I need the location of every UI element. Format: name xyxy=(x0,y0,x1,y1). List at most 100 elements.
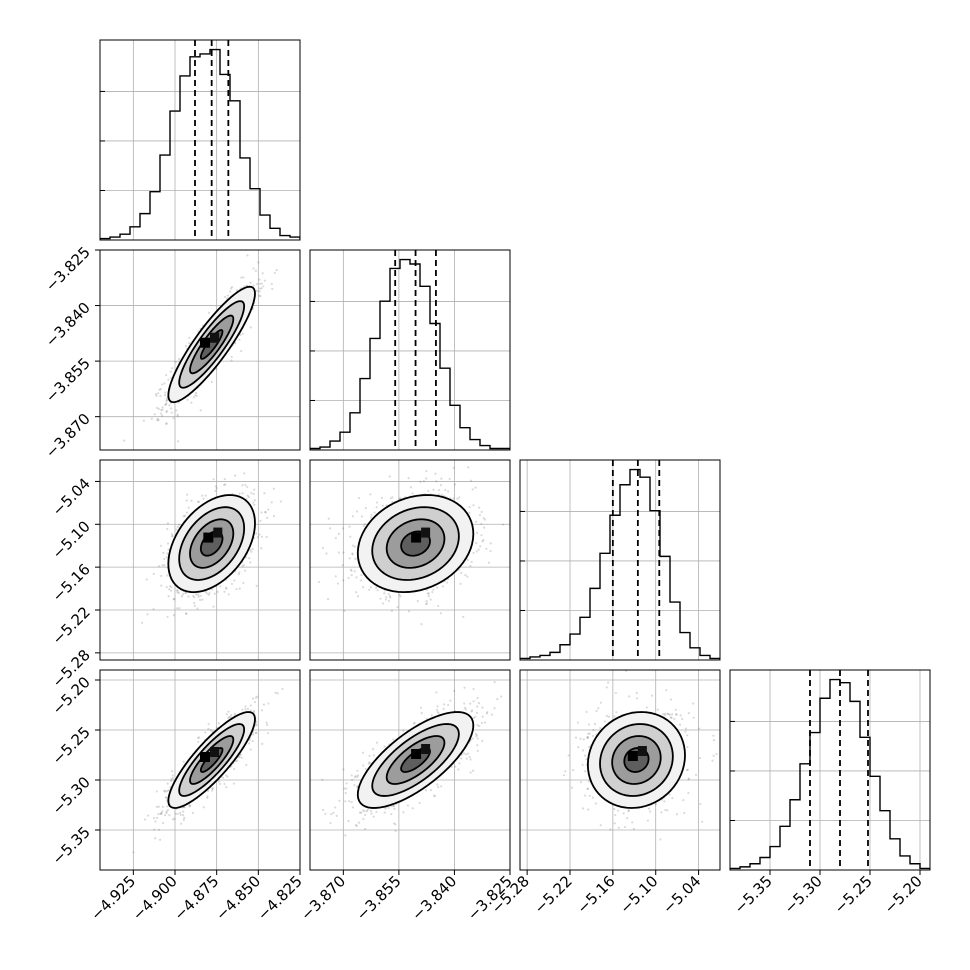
scatter-point xyxy=(489,542,492,545)
scatter-point xyxy=(436,710,439,714)
scatter-point xyxy=(241,708,244,711)
scatter-point xyxy=(368,761,371,764)
scatter-point xyxy=(217,722,221,725)
scatter-point xyxy=(174,812,177,815)
scatter-point xyxy=(171,535,174,538)
scatter-point xyxy=(152,816,156,820)
scatter-point xyxy=(201,598,204,601)
scatter-point xyxy=(155,816,159,819)
scatter-point xyxy=(436,705,439,708)
scatter-point xyxy=(477,548,480,551)
scatter-point xyxy=(211,730,214,733)
scatter-point xyxy=(364,767,367,771)
scatter-point xyxy=(383,745,386,748)
scatter-point xyxy=(168,814,171,817)
scatter-point xyxy=(166,805,169,808)
density-peak-cell xyxy=(213,527,223,538)
scatter-point xyxy=(338,799,341,802)
scatter-point xyxy=(427,489,430,493)
scatter-point xyxy=(356,785,359,788)
scatter-point xyxy=(165,811,168,814)
scatter-point xyxy=(375,586,378,589)
scatter-point xyxy=(157,392,160,395)
scatter-point xyxy=(342,551,345,554)
scatter-point xyxy=(253,488,256,491)
scatter-point xyxy=(161,414,164,417)
scatter-point xyxy=(431,590,434,594)
scatter-point xyxy=(225,774,228,777)
scatter-point xyxy=(153,828,156,831)
scatter-point xyxy=(260,535,264,538)
scatter-point xyxy=(186,398,189,401)
scatter-point xyxy=(369,516,373,519)
density-panel-1-3 xyxy=(309,669,511,871)
scatter-point xyxy=(443,703,446,706)
scatter-point xyxy=(175,409,178,412)
scatter-point xyxy=(243,569,247,572)
scatter-point xyxy=(351,553,354,556)
scatter-point xyxy=(281,687,284,691)
scatter-point xyxy=(347,820,350,823)
scatter-point xyxy=(156,417,159,421)
panel-frame xyxy=(99,669,301,871)
scatter-point xyxy=(425,469,428,473)
scatter-point xyxy=(204,590,207,593)
contour-1 xyxy=(385,518,446,569)
scatter-point xyxy=(195,593,198,596)
scatter-point xyxy=(436,586,439,589)
scatter-point xyxy=(453,689,456,692)
scatter-point xyxy=(479,545,482,548)
scatter-point xyxy=(166,522,170,525)
panel-frame xyxy=(519,459,721,661)
scatter-point xyxy=(175,607,179,610)
scatter-point xyxy=(351,778,354,781)
scatter-point xyxy=(176,812,179,815)
scatter-point xyxy=(161,821,165,825)
scatter-point xyxy=(254,724,257,727)
scatter-point xyxy=(197,500,201,503)
x-tick-label-0-3: −4.850 xyxy=(212,872,264,924)
scatter-point xyxy=(402,729,405,732)
scatter-point xyxy=(389,596,392,599)
scatter-point xyxy=(426,592,429,595)
contour-0 xyxy=(400,530,431,557)
density-peak-cell xyxy=(421,527,431,538)
scatter-point xyxy=(165,422,168,426)
scatter-point xyxy=(266,516,269,519)
scatter-point xyxy=(263,511,267,514)
scatter-point xyxy=(463,686,466,689)
scatter-point xyxy=(351,544,355,547)
scatter-point xyxy=(489,549,492,553)
scatter-point xyxy=(252,284,255,287)
scatter-point xyxy=(208,592,211,595)
scatter-point xyxy=(369,809,373,813)
scatter-point xyxy=(351,515,354,518)
scatter-point xyxy=(123,439,126,442)
scatter-point xyxy=(416,599,419,603)
scatter-point xyxy=(211,787,214,790)
scatter-point xyxy=(373,511,376,514)
scatter-point xyxy=(171,534,174,538)
scatter-point xyxy=(263,279,266,282)
histogram-step-2 xyxy=(520,468,720,660)
scatter-point xyxy=(467,466,470,469)
scatter-point xyxy=(170,585,173,589)
scatter-point xyxy=(183,806,186,809)
scatter-point xyxy=(161,408,164,411)
scatter-point xyxy=(209,729,212,732)
scatter-point xyxy=(225,785,228,789)
scatter-point xyxy=(216,590,219,593)
scatter-point xyxy=(246,485,249,489)
scatter-point xyxy=(249,326,252,329)
scatter-point xyxy=(360,515,363,518)
scatter-point xyxy=(259,295,262,298)
scatter-point xyxy=(389,497,392,500)
scatter-point xyxy=(239,333,242,336)
scatter-point xyxy=(388,475,391,478)
histogram-step-1 xyxy=(310,258,510,450)
contour-3 xyxy=(356,494,475,594)
scatter-point xyxy=(205,592,209,595)
scatter-point xyxy=(193,596,196,599)
scatter-point xyxy=(163,394,167,397)
scatter-point xyxy=(188,336,191,339)
